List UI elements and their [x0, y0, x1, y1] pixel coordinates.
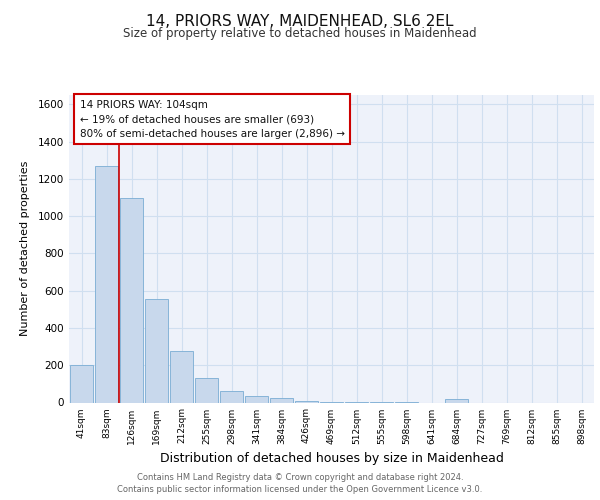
- Bar: [445, 399, 469, 402]
- X-axis label: Distribution of detached houses by size in Maidenhead: Distribution of detached houses by size …: [160, 452, 503, 465]
- Text: 14, PRIORS WAY, MAIDENHEAD, SL6 2EL: 14, PRIORS WAY, MAIDENHEAD, SL6 2EL: [146, 14, 454, 29]
- Text: 14 PRIORS WAY: 104sqm
← 19% of detached houses are smaller (693)
80% of semi-det: 14 PRIORS WAY: 104sqm ← 19% of detached …: [79, 100, 344, 139]
- Bar: [269, 398, 293, 402]
- Bar: [220, 391, 244, 402]
- Bar: [145, 299, 169, 403]
- Text: Contains HM Land Registry data © Crown copyright and database right 2024.
Contai: Contains HM Land Registry data © Crown c…: [118, 472, 482, 494]
- Bar: [119, 198, 143, 402]
- Text: Size of property relative to detached houses in Maidenhead: Size of property relative to detached ho…: [123, 28, 477, 40]
- Y-axis label: Number of detached properties: Number of detached properties: [20, 161, 29, 336]
- Bar: [70, 365, 94, 403]
- Bar: [95, 166, 118, 402]
- Bar: [170, 351, 193, 403]
- Bar: [194, 378, 218, 402]
- Bar: [295, 401, 319, 402]
- Bar: [245, 396, 268, 402]
